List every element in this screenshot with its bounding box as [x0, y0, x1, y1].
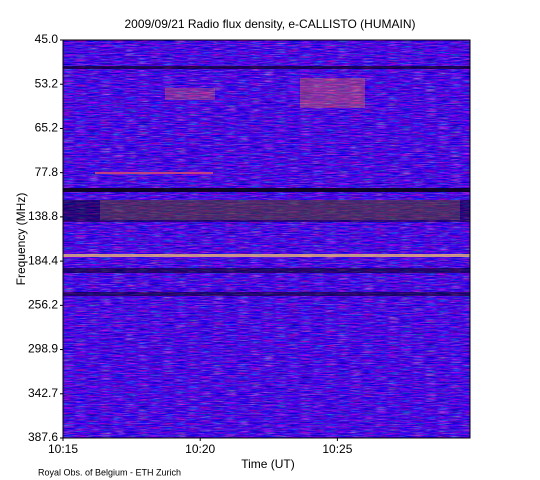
y-tick-label: 65.2 [35, 121, 59, 135]
y-tick-label: 45.0 [35, 32, 59, 46]
y-axis-label: Frequency (MHz) [14, 193, 28, 286]
x-axis-label: Time (UT) [241, 457, 295, 471]
spectrogram-image [63, 40, 470, 438]
y-tick-label: 342.7 [28, 386, 58, 400]
y-tick-label: 184.4 [28, 253, 58, 267]
y-tick-label: 298.9 [28, 342, 58, 356]
y-tick-label: 53.2 [35, 76, 59, 90]
x-tick-label: 10:20 [185, 442, 215, 456]
y-tick-label: 77.8 [35, 165, 59, 179]
y-tick-label: 138.8 [28, 209, 58, 223]
y-tick-label: 387.6 [28, 430, 58, 444]
chart-title: 2009/09/21 Radio flux density, e-CALLIST… [124, 17, 415, 31]
y-tick-label: 256.2 [28, 298, 58, 312]
x-tick-label: 10:25 [322, 442, 352, 456]
plot-frame [62, 39, 471, 439]
x-tick-label: 10:15 [48, 442, 78, 456]
credit: Royal Obs. of Belgium - ETH Zurich [38, 467, 181, 477]
